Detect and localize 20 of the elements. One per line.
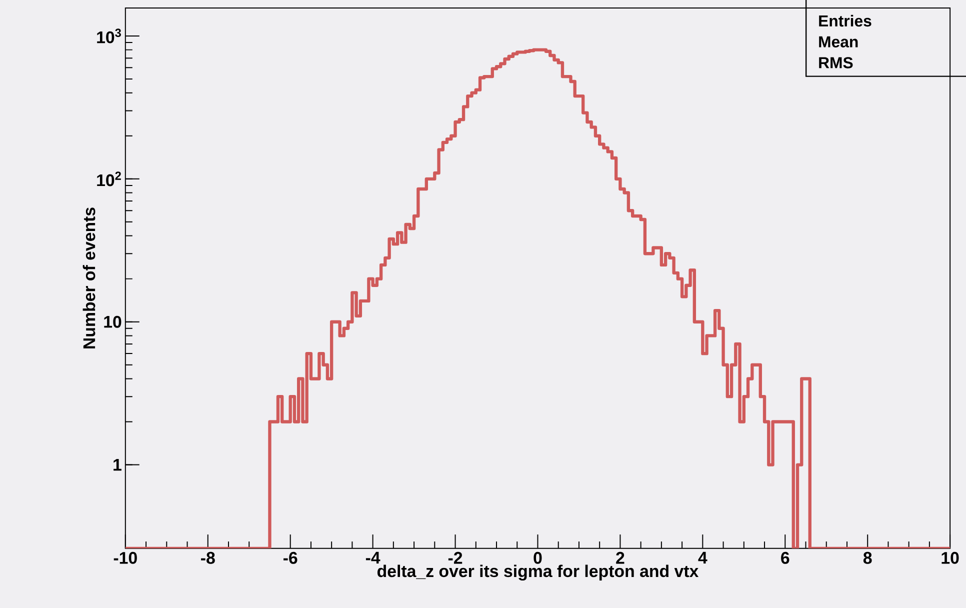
annotation: Entries <box>819 14 872 26</box>
x-tick-label: -10 <box>114 552 137 564</box>
y-tick-label: 1 <box>114 458 122 470</box>
x-tick-label: -6 <box>283 552 298 564</box>
x-tick-label: 6 <box>781 552 790 564</box>
x-tick-label: 4 <box>698 552 708 564</box>
y-tick-label: 10$^{3}$ <box>97 28 121 44</box>
x-tick-label: 8 <box>863 552 872 564</box>
annotation: Mean <box>819 36 858 48</box>
x-tick-label: 10 <box>942 552 959 564</box>
x-tick-label: 0 <box>534 552 542 564</box>
x-tick-label: 2 <box>616 552 624 564</box>
y-axis-title: Number of events <box>82 207 96 348</box>
y-tick-label: 10$^{2}$ <box>97 171 121 186</box>
y-tick-label: 10 <box>104 316 122 328</box>
x-tick-label: -8 <box>201 552 215 564</box>
x-tick-label: -2 <box>448 552 462 564</box>
x-axis-title: delta_z over its sigma for lepton and vtx <box>377 564 699 580</box>
annotation: RMS <box>819 56 853 68</box>
x-tick-label: -4 <box>366 552 380 564</box>
